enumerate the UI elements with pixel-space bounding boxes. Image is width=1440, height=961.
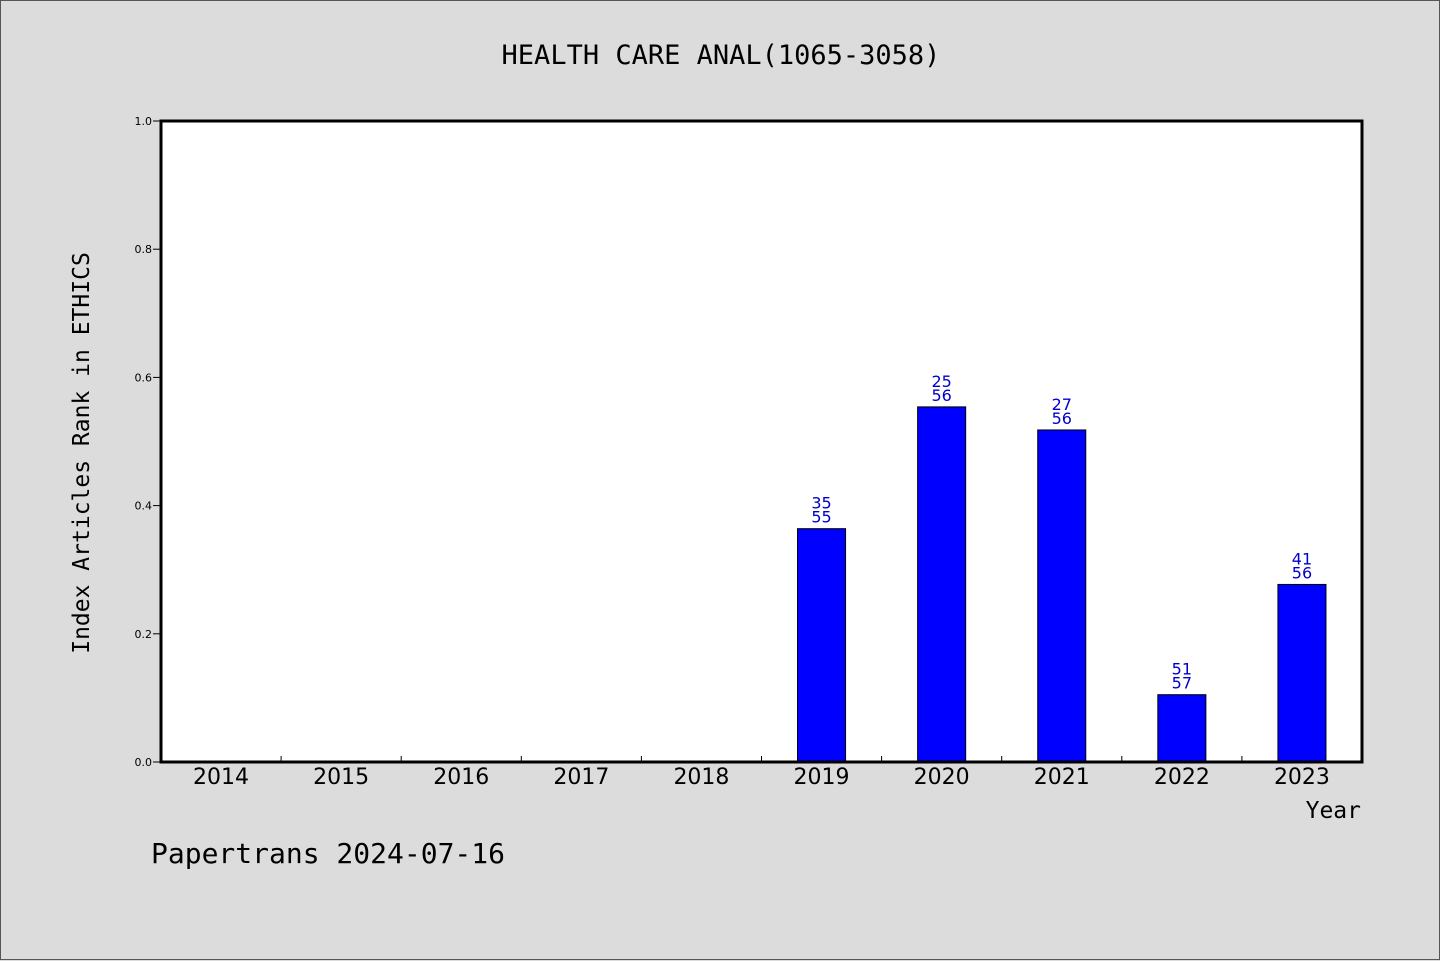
x-axis-label: Year [1306, 798, 1361, 824]
x-tick-label: 2015 [313, 765, 369, 790]
plot-border [159, 119, 1364, 764]
data-label-bottom: 56 [931, 386, 951, 405]
x-tick-label: 2019 [794, 765, 850, 790]
data-label-bottom: 57 [1172, 674, 1192, 693]
bar-2020 [917, 406, 967, 763]
x-tick-label: 2023 [1274, 765, 1330, 790]
data-label-bottom: 56 [1292, 563, 1312, 582]
data-label-top: 25 [931, 372, 951, 391]
data-label-top: 51 [1172, 660, 1192, 679]
bar-2019 [797, 528, 847, 763]
footer-credit: Papertrans 2024-07-16 [151, 837, 505, 870]
y-tick-label: 0.0 [135, 756, 153, 769]
x-tick-label: 2020 [914, 765, 970, 790]
chart-title: HEALTH CARE ANAL(1065-3058) [502, 40, 941, 71]
x-tick-label: 2014 [193, 765, 249, 790]
x-tick-label: 2016 [433, 765, 489, 790]
y-tick-label: 0.4 [135, 500, 153, 513]
y-tick-label: 0.6 [135, 371, 153, 384]
data-label-top: 27 [1052, 395, 1072, 414]
x-tick-label: 2017 [553, 765, 609, 790]
plot-area [161, 121, 1362, 762]
x-tick-label: 2022 [1154, 765, 1210, 790]
y-axis-label: Index Articles Rank in ETHICS [69, 252, 95, 654]
bar-2021 [1037, 429, 1087, 763]
x-tick-label: 2021 [1034, 765, 1090, 790]
x-tick-label: 2018 [673, 765, 729, 790]
bar-2022 [1157, 694, 1207, 763]
y-tick-label: 1.0 [135, 115, 153, 128]
y-axis-ticks: 0.0 0.2 0.4 0.6 0.8 1.0 [135, 115, 161, 769]
x-axis-ticks: 2014 2015 2016 2017 2018 2019 2020 2021 2022 2023 [193, 756, 1330, 790]
y-tick-label: 0.2 [135, 628, 153, 641]
data-label-top: 35 [811, 494, 831, 513]
data-label-bottom: 56 [1052, 409, 1072, 428]
data-label-top: 41 [1292, 549, 1312, 568]
y-tick-label: 0.8 [135, 243, 153, 256]
bar-2023 [1277, 583, 1327, 763]
bars [797, 406, 1327, 763]
data-label-bottom: 55 [811, 508, 831, 527]
